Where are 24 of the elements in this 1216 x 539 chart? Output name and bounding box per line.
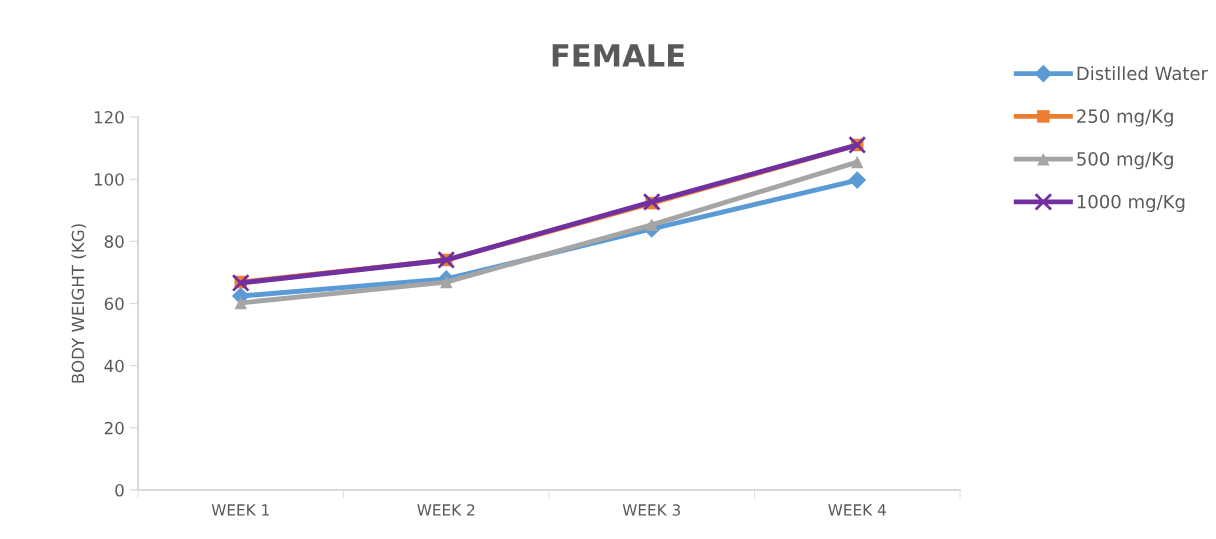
x-tick-label: WEEK 3 bbox=[622, 504, 681, 516]
x-tick-label: WEEK 1 bbox=[211, 504, 269, 516]
point bbox=[440, 275, 453, 289]
y-tick-label: 100 bbox=[94, 173, 124, 186]
point bbox=[642, 192, 661, 211]
y-tick-label: 60 bbox=[104, 297, 124, 311]
legend-label: 1000 mg/Kg bbox=[1077, 194, 1185, 212]
point bbox=[231, 273, 250, 293]
point bbox=[234, 296, 247, 310]
y-tick-label: 40 bbox=[104, 359, 124, 373]
x-tick-label: WEEK 4 bbox=[828, 504, 886, 516]
y-tick-label: 120 bbox=[94, 110, 124, 124]
point bbox=[851, 155, 864, 169]
legend-label: 500 mg/Kg bbox=[1077, 152, 1173, 170]
y-tick-label: 80 bbox=[104, 235, 124, 248]
y-axis-title: BODY WEIGHT (KG) bbox=[71, 224, 87, 383]
y-tick-label: 20 bbox=[104, 421, 124, 435]
chart-title: FEMALE bbox=[552, 44, 684, 67]
x-tick-label: WEEK 2 bbox=[417, 504, 475, 516]
y-tick-label: 0 bbox=[115, 483, 124, 497]
legend-label: Distilled Water bbox=[1077, 66, 1208, 81]
point bbox=[645, 218, 658, 232]
legend-label: 250 mg/Kg bbox=[1077, 109, 1173, 127]
point bbox=[848, 171, 867, 189]
